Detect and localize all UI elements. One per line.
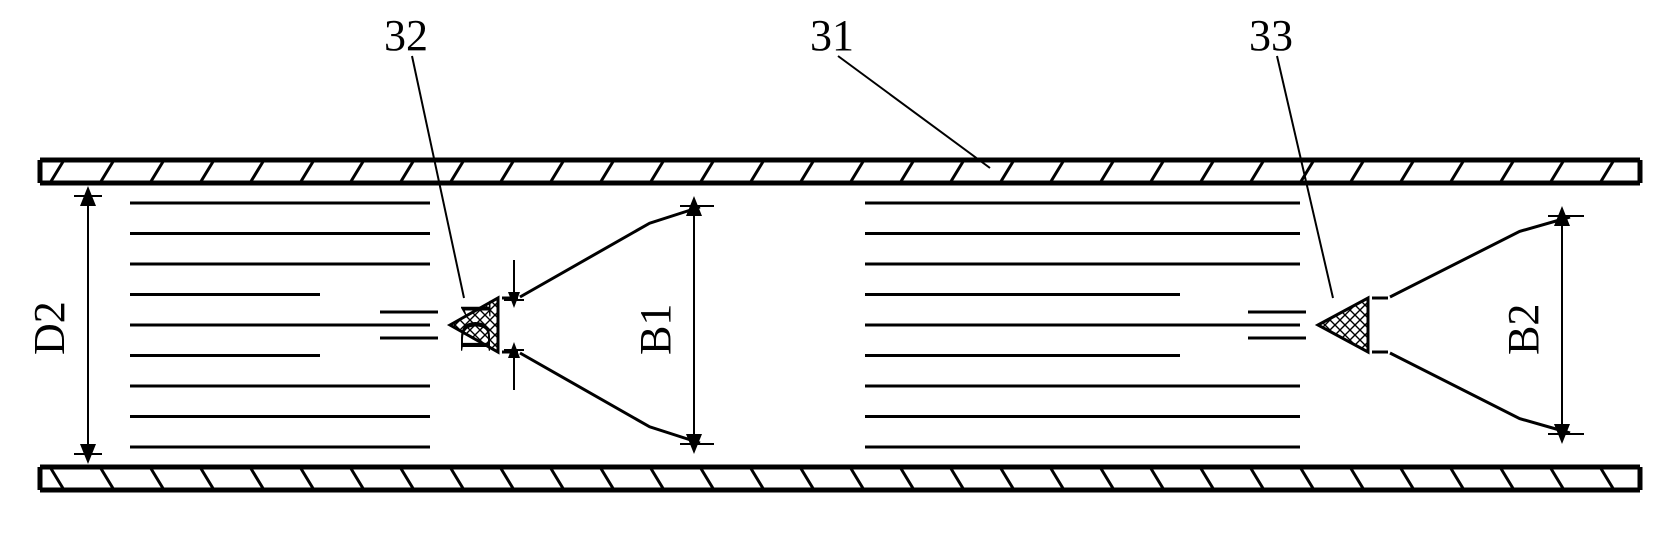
wall-hatch — [750, 467, 764, 490]
wall-hatch — [1350, 160, 1364, 183]
callout-31: 31 — [810, 11, 854, 60]
cone — [1318, 298, 1368, 352]
wall-hatch — [500, 160, 514, 183]
wall-hatch — [100, 160, 114, 183]
wall-hatch — [700, 160, 714, 183]
wall-hatch — [1550, 160, 1564, 183]
wall-hatch — [1050, 467, 1064, 490]
module-right — [865, 203, 1584, 447]
wall-hatch — [1600, 160, 1614, 183]
wall-hatch — [200, 467, 214, 490]
diffuser-bot — [1390, 353, 1570, 433]
wall-hatch — [300, 160, 314, 183]
wall-hatch — [800, 160, 814, 183]
dim-label-D2: D2 — [25, 301, 74, 355]
wall-hatch — [1500, 467, 1514, 490]
callout-33: 33 — [1249, 11, 1293, 60]
wall-hatch — [250, 160, 264, 183]
wall-hatch — [950, 467, 964, 490]
wall-hatch — [350, 160, 364, 183]
wall-hatch — [50, 160, 64, 183]
wall-hatch — [50, 467, 64, 490]
wall-hatch — [1000, 467, 1014, 490]
diffuser-bot — [520, 353, 700, 443]
wall-hatch — [1350, 467, 1364, 490]
wall-hatch — [850, 160, 864, 183]
wall-hatch — [1150, 160, 1164, 183]
wall-hatch — [1400, 160, 1414, 183]
dim-label-D1: D1 — [451, 298, 500, 352]
wall-hatch — [400, 467, 414, 490]
module-left — [130, 203, 714, 447]
wall-hatch — [250, 467, 264, 490]
wall-hatch — [1050, 160, 1064, 183]
wall-hatch — [350, 467, 364, 490]
wall-hatch — [1250, 160, 1264, 183]
wall-hatch — [850, 467, 864, 490]
wall-hatch — [1100, 467, 1114, 490]
callout-leader-32 — [412, 56, 464, 298]
wall-hatch — [1250, 467, 1264, 490]
wall-hatch — [550, 467, 564, 490]
wall-hatch — [1600, 467, 1614, 490]
wall-hatch — [1300, 467, 1314, 490]
wall-hatch — [450, 160, 464, 183]
diffuser-top — [1390, 217, 1570, 297]
wall-hatch — [150, 467, 164, 490]
wall-hatch — [950, 160, 964, 183]
wall-hatch — [1450, 467, 1464, 490]
wall-hatch — [1150, 467, 1164, 490]
wall-hatch — [550, 160, 564, 183]
wall-hatch — [1200, 467, 1214, 490]
wall-hatch — [900, 467, 914, 490]
wall-hatch — [1450, 160, 1464, 183]
dim-label-B2: B2 — [1499, 304, 1548, 355]
wall-hatch — [800, 467, 814, 490]
wall-hatch — [750, 160, 764, 183]
diffuser-top — [520, 207, 700, 297]
callout-leader-33 — [1277, 56, 1333, 298]
wall-hatch — [1200, 160, 1214, 183]
wall-hatch — [700, 467, 714, 490]
wall-hatch — [600, 160, 614, 183]
wall-hatch — [450, 467, 464, 490]
wall-hatch — [1500, 160, 1514, 183]
callout-leader-31 — [838, 56, 990, 168]
wall-hatch — [1100, 160, 1114, 183]
wall-hatch — [500, 467, 514, 490]
wall-hatch — [650, 467, 664, 490]
wall-hatch — [400, 160, 414, 183]
callout-32: 32 — [384, 11, 428, 60]
dim-label-B1: B1 — [631, 304, 680, 355]
wall-hatch — [900, 160, 914, 183]
wall-hatch — [650, 160, 664, 183]
wall-hatch — [1550, 467, 1564, 490]
wall-hatch — [100, 467, 114, 490]
wall-hatch — [300, 467, 314, 490]
wall-hatch — [150, 160, 164, 183]
wall-hatch — [1000, 160, 1014, 183]
wall-hatch — [1400, 467, 1414, 490]
wall-hatch — [200, 160, 214, 183]
wall-hatch — [600, 467, 614, 490]
